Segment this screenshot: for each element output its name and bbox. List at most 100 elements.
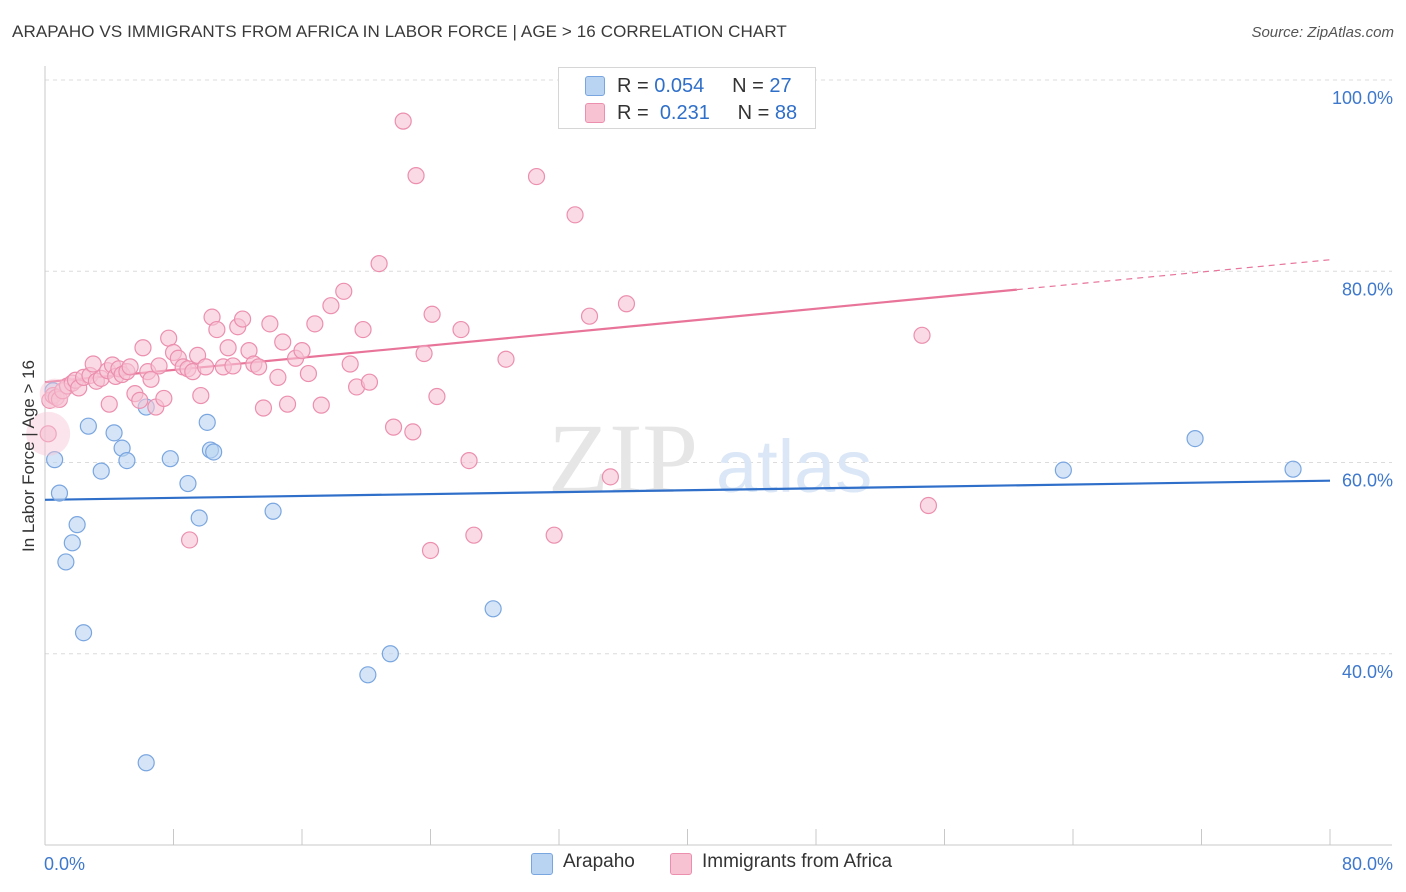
y-tick-label: 80.0% <box>1342 279 1393 299</box>
point-arapaho <box>179 474 197 493</box>
point-africa <box>131 391 149 409</box>
watermark: ZIP atlas <box>548 403 872 514</box>
point-africa <box>354 320 372 339</box>
point-africa <box>913 326 931 344</box>
point-africa <box>322 297 340 315</box>
point-arapaho <box>92 462 110 480</box>
point-africa <box>250 358 268 376</box>
point-africa <box>341 355 359 373</box>
point-arapaho <box>359 666 377 684</box>
n-value: 88 <box>774 101 798 124</box>
point-arapaho <box>79 417 97 435</box>
watermark-zip: ZIP <box>548 403 698 514</box>
point-arapaho <box>1284 460 1302 478</box>
point-africa <box>566 206 584 224</box>
point-africa <box>415 344 433 363</box>
point-africa <box>299 364 318 383</box>
point-arapaho <box>57 553 75 571</box>
n-label: N = <box>732 74 764 97</box>
legend-swatch-arapaho <box>531 853 553 875</box>
point-africa <box>545 526 563 544</box>
point-africa <box>428 387 446 406</box>
legend-swatch-africa <box>585 103 605 123</box>
point-africa <box>233 310 252 328</box>
axes <box>44 66 1392 846</box>
tick-labels: 100.0% 80.0% 60.0% 40.0% 0.0% 80.0% <box>44 88 1393 874</box>
point-africa <box>150 357 168 375</box>
point-africa <box>360 373 379 391</box>
point-arapaho <box>74 624 93 642</box>
point-arapaho <box>105 424 123 442</box>
point-arapaho <box>484 600 502 618</box>
legend-stats-africa: R = 0.231 N = 88 <box>617 102 797 125</box>
point-africa <box>160 329 178 347</box>
legend-swatch-africa <box>670 853 692 875</box>
point-arapaho <box>50 484 69 502</box>
data-points <box>26 112 1302 772</box>
n-value: 27 <box>769 74 792 97</box>
n-label: N = <box>737 101 770 124</box>
point-africa <box>269 368 287 386</box>
point-africa <box>465 526 483 544</box>
point-africa <box>335 282 353 300</box>
point-africa <box>84 355 102 373</box>
point-arapaho <box>1054 461 1072 479</box>
point-africa <box>421 541 440 560</box>
point-africa <box>261 315 279 333</box>
point-africa <box>134 339 152 357</box>
point-africa <box>293 342 311 360</box>
point-africa <box>224 357 242 375</box>
r-value: 0.054 <box>654 74 705 97</box>
point-arapaho <box>198 413 216 431</box>
correlation-legend: R = 0.054 N = 27 R = 0.231 N = 88 <box>558 67 816 129</box>
point-africa <box>384 418 403 436</box>
chart-title: ARAPAHO VS IMMIGRANTS FROM AFRICA IN LAB… <box>12 22 787 41</box>
point-africa <box>601 468 620 486</box>
legend-swatch-arapaho <box>585 76 605 96</box>
y-tick-label: 100.0% <box>1332 88 1393 108</box>
point-africa <box>208 320 226 339</box>
point-africa <box>278 395 297 413</box>
point-africa <box>407 167 425 185</box>
point-africa <box>919 496 938 515</box>
watermark-atlas: atlas <box>716 425 872 508</box>
point-arapaho <box>63 534 81 552</box>
point-arapaho <box>190 509 208 527</box>
legend-label-africa: Immigrants from Africa <box>702 851 893 872</box>
trend-line-africa-extension <box>1016 259 1331 291</box>
r-label: R = <box>617 101 649 124</box>
point-africa <box>254 399 273 417</box>
point-africa <box>423 305 441 323</box>
point-africa-cluster <box>26 411 71 456</box>
legend-stats-arapaho: R = 0.054 N = 27 <box>617 75 792 98</box>
point-africa <box>527 167 546 186</box>
point-arapaho <box>118 451 136 470</box>
point-arapaho <box>205 443 223 461</box>
point-arapaho <box>46 451 64 469</box>
point-arapaho <box>68 516 86 534</box>
point-africa <box>306 315 324 333</box>
y-axis-label: In Labor Force | Age > 16 <box>19 360 38 552</box>
y-tick-label: 40.0% <box>1342 662 1393 682</box>
point-africa <box>100 395 118 413</box>
point-africa <box>192 386 210 405</box>
point-africa <box>580 307 599 325</box>
point-arapaho <box>1186 429 1204 448</box>
point-arapaho <box>161 450 179 468</box>
y-tick-label: 60.0% <box>1342 471 1393 491</box>
r-label: R = <box>617 74 649 97</box>
point-arapaho <box>381 645 399 663</box>
point-africa <box>394 112 412 130</box>
point-africa <box>274 333 292 351</box>
x-tick-label: 0.0% <box>44 854 85 874</box>
point-africa <box>197 358 215 376</box>
legend-label-arapaho: Arapaho <box>563 851 635 872</box>
point-africa <box>155 389 173 408</box>
r-value: 0.231 <box>659 101 710 124</box>
point-arapaho <box>137 754 155 772</box>
point-africa <box>460 451 478 470</box>
point-arapaho <box>264 502 282 520</box>
source-credit: Source: ZipAtlas.com <box>1251 24 1394 41</box>
point-africa <box>121 358 139 376</box>
